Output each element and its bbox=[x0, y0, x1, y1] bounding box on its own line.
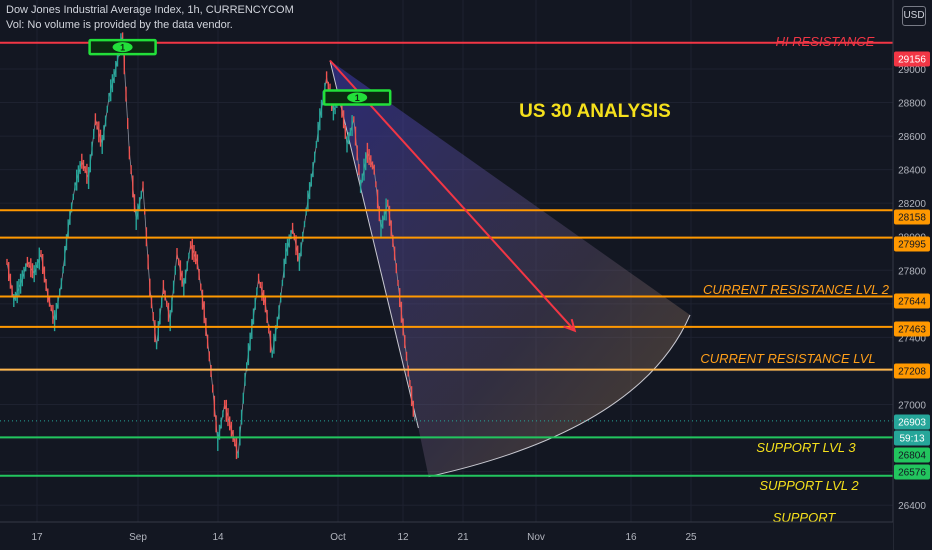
level-label: SUPPORT LVL 2 bbox=[759, 478, 859, 493]
price-tick-label: 27000 bbox=[898, 401, 926, 412]
price-tag-label: 29156 bbox=[898, 55, 926, 66]
volume-note: Vol: No volume is provided by the data v… bbox=[6, 19, 233, 31]
price-tag-label: 28158 bbox=[898, 213, 926, 224]
time-tick-label: 25 bbox=[685, 532, 697, 543]
time-tick-label: Sep bbox=[129, 532, 147, 543]
chart-title: US 30 ANALYSIS bbox=[519, 101, 671, 122]
price-tag bbox=[894, 293, 930, 309]
time-tick-label: Nov bbox=[527, 532, 545, 543]
price-tag bbox=[894, 464, 930, 480]
fib-fan-area bbox=[330, 60, 690, 477]
price-tag bbox=[894, 430, 930, 446]
price-tick-label: 28800 bbox=[898, 99, 926, 110]
level-label: CURRENT RESISTANCE LVL bbox=[700, 351, 875, 366]
time-tick-label: Oct bbox=[330, 532, 346, 543]
time-tick-label: 16 bbox=[625, 532, 637, 543]
price-tag-label: 26903 bbox=[898, 418, 926, 429]
price-tag bbox=[894, 51, 930, 67]
fib-fan-edge bbox=[329, 60, 419, 429]
price-tag bbox=[894, 363, 930, 379]
price-tag-label: 59:13 bbox=[899, 434, 924, 445]
time-tick-label: 12 bbox=[397, 532, 409, 543]
price-tag bbox=[894, 209, 930, 225]
trendline-arrowhead bbox=[563, 318, 577, 333]
price-tick-label: 27800 bbox=[898, 266, 926, 277]
time-tick-label: 14 bbox=[212, 532, 224, 543]
time-axis[interactable]: 17 Sep 14 Oct 12 21 Nov 16 25 bbox=[0, 521, 893, 550]
time-tick-label: 21 bbox=[457, 532, 469, 543]
price-tick-label: 29000 bbox=[898, 65, 926, 76]
marker-coin bbox=[112, 42, 133, 53]
price-series bbox=[6, 32, 416, 460]
marker-label: 1 bbox=[120, 43, 125, 53]
level-label: HI RESISTANCE bbox=[776, 34, 875, 49]
time-tick-label: 17 bbox=[31, 532, 43, 543]
fib-fan bbox=[329, 60, 691, 478]
price-tick-label: 27400 bbox=[898, 333, 926, 344]
fib-fan-arc bbox=[428, 314, 691, 478]
level-label: SUPPORT LVL 3 bbox=[756, 440, 856, 455]
chart-title-header: Dow Jones Industrial Average Index, 1h, … bbox=[6, 4, 294, 16]
price-tag bbox=[894, 447, 930, 463]
price-tag bbox=[894, 236, 930, 252]
marker-coin bbox=[347, 92, 368, 103]
annotations: US 30 ANALYSIS HI RESISTANCE CURRENT RESIS… bbox=[88, 34, 890, 525]
support-label: SUPPORT bbox=[773, 510, 837, 525]
marker-label: 1 bbox=[355, 93, 360, 103]
level-lines bbox=[0, 41, 893, 477]
price-tag-label: 27644 bbox=[898, 297, 926, 308]
price-tag bbox=[894, 321, 930, 337]
level-label: CURRENT RESISTANCE LVL 2 bbox=[703, 282, 890, 297]
price-tag-label: 27208 bbox=[898, 367, 926, 378]
price-tag-label: 27463 bbox=[898, 325, 926, 336]
price-axis[interactable]: 2640026600268002700027200274002760027800… bbox=[892, 0, 932, 550]
currency-button[interactable]: USD bbox=[902, 6, 926, 26]
price-tag-label: 26804 bbox=[898, 451, 926, 462]
time-axis-background bbox=[0, 522, 893, 550]
price-tick-label: 28200 bbox=[898, 199, 926, 210]
price-tick-label: 26400 bbox=[898, 501, 926, 512]
price-tag-label: 27995 bbox=[898, 240, 926, 251]
price-tick-label: 28600 bbox=[898, 132, 926, 143]
price-tick-label: 28400 bbox=[898, 166, 926, 177]
price-tag bbox=[894, 414, 930, 430]
price-tag-label: 26576 bbox=[898, 468, 926, 479]
